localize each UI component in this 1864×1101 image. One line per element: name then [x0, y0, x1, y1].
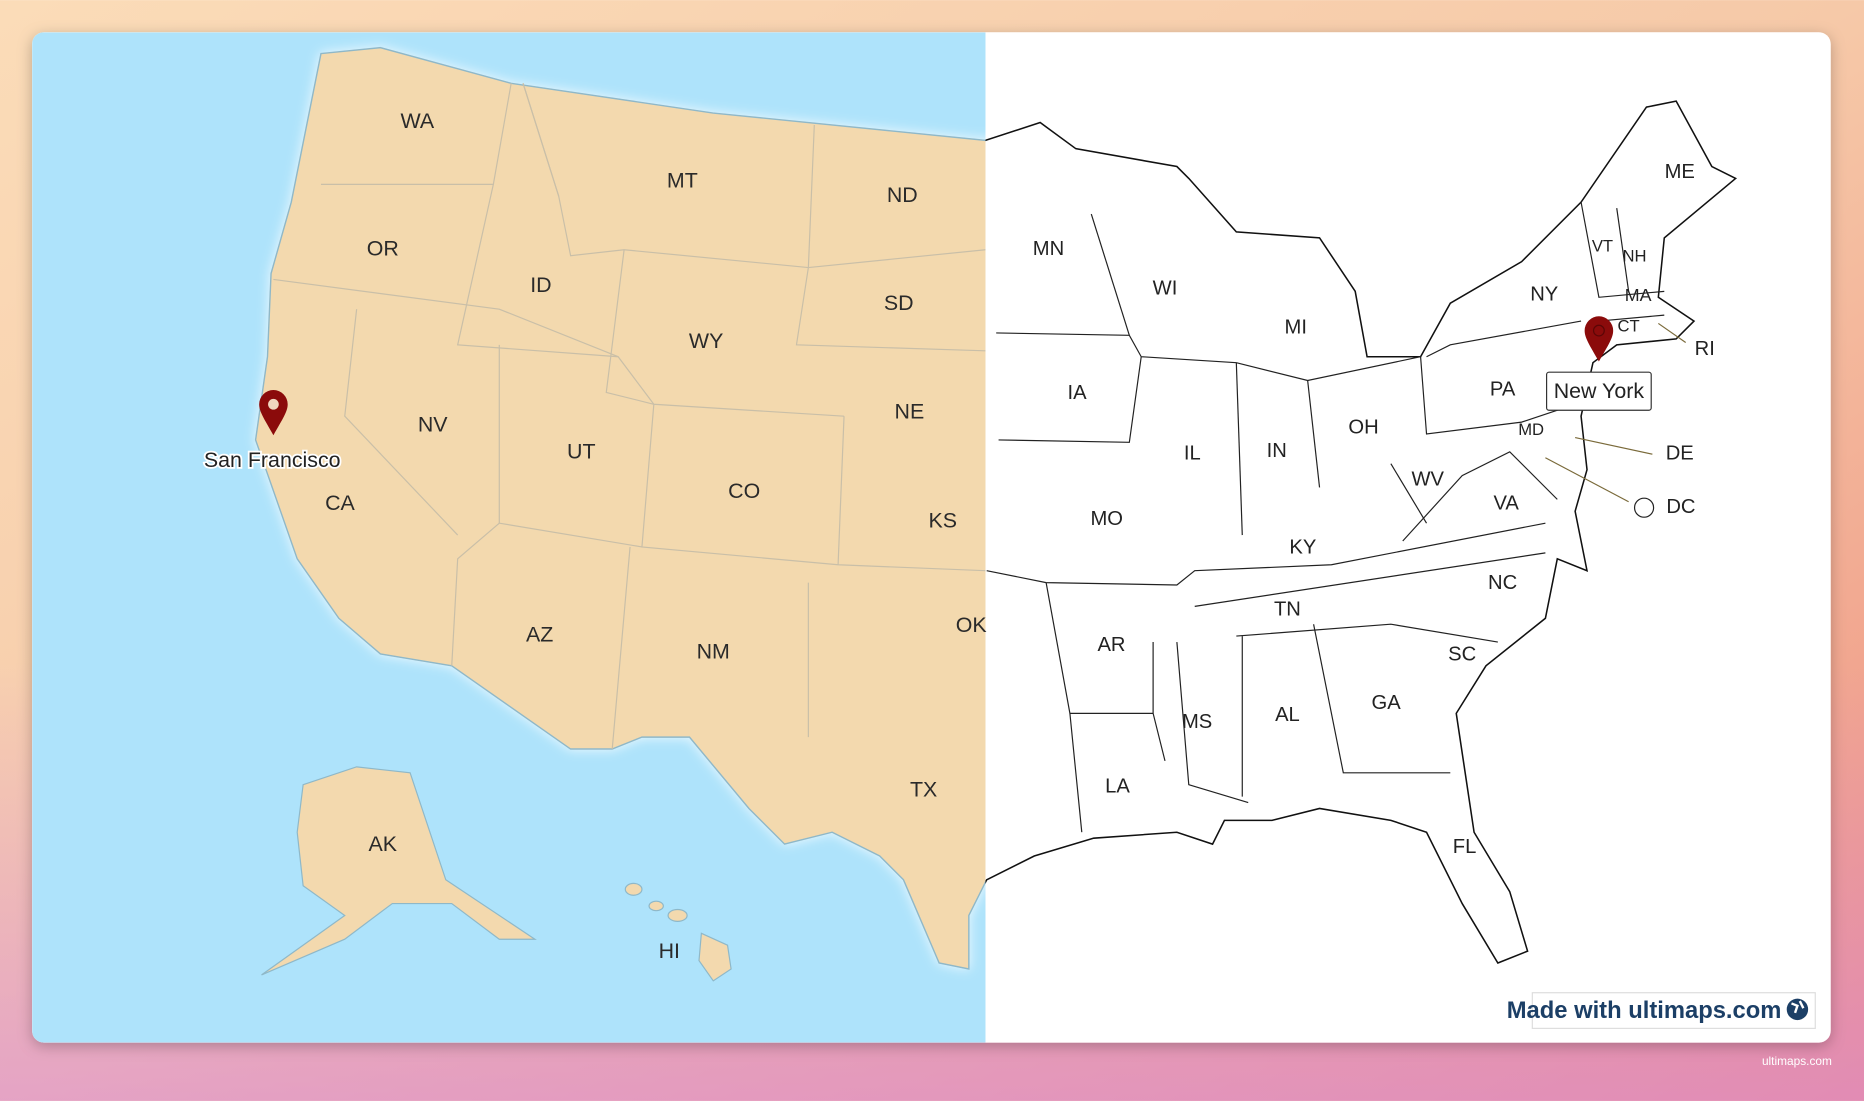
- state-label: CT: [1618, 316, 1640, 335]
- state-label: AZ: [526, 623, 553, 647]
- state-label: OH: [1348, 416, 1378, 438]
- state-label: NC: [1488, 572, 1517, 594]
- credit-text[interactable]: Made with ultimaps.com: [1507, 997, 1782, 1024]
- state-label: CO: [728, 479, 760, 503]
- state-label: LA: [1105, 775, 1130, 797]
- state-label: OR: [367, 236, 399, 260]
- map: [32, 32, 1737, 1043]
- state-label: PA: [1490, 378, 1516, 400]
- state-label: AK: [369, 832, 398, 856]
- state-label: MI: [1285, 317, 1307, 339]
- state-label: VT: [1592, 237, 1613, 256]
- state-labels-east: MN WI MI IA IL IN OH MO KY WV VA PA NY V…: [1033, 161, 1715, 858]
- state-label: RI: [1695, 338, 1715, 360]
- city-pin-dot: [1592, 324, 1605, 337]
- city-label: New York: [1554, 379, 1645, 403]
- state-label: ND: [887, 183, 918, 207]
- state-label: MT: [667, 169, 698, 193]
- state-label: IA: [1067, 382, 1087, 404]
- state-label: WY: [689, 329, 723, 353]
- leader-lines: [1545, 322, 1687, 503]
- state-label: TX: [910, 777, 937, 801]
- state-label: OK: [956, 613, 988, 637]
- state-label: MD: [1518, 420, 1544, 439]
- state-label: DE: [1666, 443, 1694, 465]
- state-label: WV: [1411, 469, 1444, 491]
- state-label: IL: [1184, 443, 1201, 465]
- state-label: GA: [1372, 692, 1402, 714]
- city-pin: [259, 390, 288, 436]
- credit-badge[interactable]: Made with ultimaps.com: [1507, 992, 1816, 1029]
- state-borders: [273, 83, 986, 750]
- alaska: [261, 766, 537, 976]
- hawaii: [624, 882, 732, 982]
- state-label: SC: [1448, 643, 1476, 665]
- state-label: ID: [530, 273, 551, 297]
- state-label: NE: [895, 399, 925, 423]
- state-label: MO: [1090, 508, 1123, 530]
- state-label: NH: [1623, 246, 1647, 265]
- state-label: NM: [697, 639, 730, 663]
- state-label: WI: [1153, 277, 1178, 299]
- state-label: MS: [1182, 711, 1212, 733]
- state-label: AL: [1275, 704, 1300, 726]
- map-west: [32, 32, 986, 1043]
- state-label: DC: [1666, 496, 1695, 518]
- state-label: UT: [567, 440, 596, 464]
- state-label: TN: [1274, 598, 1301, 620]
- globe-detail: [1791, 1000, 1805, 1014]
- city-pin-dot: [268, 398, 279, 410]
- state-label: WA: [400, 109, 434, 133]
- city-label-box: [1546, 371, 1652, 411]
- dc-marker: [1633, 497, 1655, 518]
- state-label: KS: [928, 509, 957, 533]
- state-label: MN: [1033, 238, 1064, 260]
- state-label: AR: [1097, 634, 1125, 656]
- state-label: VA: [1493, 492, 1519, 514]
- state-label: IN: [1267, 440, 1287, 462]
- city-markers: San Francisco New York: [202, 316, 1652, 474]
- state-label: NV: [418, 412, 448, 436]
- state-label: NY: [1530, 283, 1559, 305]
- map-east: [985, 46, 1737, 970]
- state-labels-west: WA OR CA NV ID MT WY UT CO AZ NM ND SD N…: [325, 109, 987, 963]
- watermark: ultimaps.com: [1762, 1054, 1832, 1068]
- state-label: SD: [884, 291, 914, 315]
- state-label: MA: [1625, 285, 1652, 305]
- state-label: ME: [1665, 161, 1695, 183]
- state-label: FL: [1453, 836, 1477, 858]
- credit-box: [1531, 992, 1816, 1029]
- state-label: CA: [325, 491, 355, 515]
- city-pin: [1584, 316, 1614, 362]
- state-borders: [986, 202, 1665, 833]
- state-label: HI: [659, 939, 680, 963]
- city-label: San Francisco: [204, 448, 341, 472]
- state-label: KY: [1289, 536, 1316, 558]
